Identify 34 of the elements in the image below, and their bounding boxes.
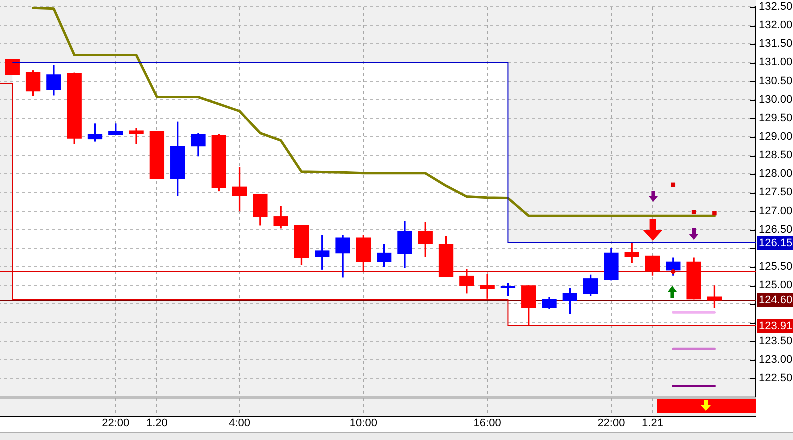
x-tick-label: 22:00 xyxy=(598,418,626,430)
y-tick-label: 123.50 xyxy=(759,335,793,348)
y-tick-label: 127.50 xyxy=(759,186,793,199)
y-tick-label: 123.00 xyxy=(759,354,793,366)
y-tick-label: 131.00 xyxy=(759,56,793,69)
point xyxy=(712,211,717,216)
y-tick-label: 130.50 xyxy=(759,75,793,88)
annotation: 126.15 xyxy=(759,238,793,250)
y-tick-label: 132.50 xyxy=(759,1,793,14)
y-tick-label: 129.50 xyxy=(759,112,793,124)
y-tick-label: 130.00 xyxy=(759,94,793,106)
candlestick xyxy=(418,222,433,258)
x-tick-label: 4:00 xyxy=(229,418,250,430)
y-tick-label: 131.50 xyxy=(759,38,793,50)
candlestick xyxy=(315,235,330,270)
x-tick-label: 16:00 xyxy=(474,418,502,430)
point xyxy=(670,268,676,275)
candlestick xyxy=(150,131,165,180)
y-tick-label: 125.00 xyxy=(759,280,793,292)
x-tick-label: 1.21 xyxy=(642,418,664,430)
y-tick-label: 126.50 xyxy=(759,224,793,236)
x-tick-label: 1.20 xyxy=(146,418,168,430)
x-tick-label: 22:00 xyxy=(102,418,130,430)
x-tick-label: 10:00 xyxy=(350,418,378,430)
y-tick-label: 128.50 xyxy=(759,150,793,162)
y-tick-label: 125.50 xyxy=(759,261,793,274)
y-tick-label: 128.00 xyxy=(759,168,793,180)
y-tick-label: 129.00 xyxy=(759,131,793,144)
y-tick-label: 132.00 xyxy=(759,20,793,32)
y-tick-label: 122.50 xyxy=(759,372,793,384)
ref-line-label: 124.60 xyxy=(759,294,793,307)
annotation: 123.91 xyxy=(759,320,793,333)
y-tick-label: 127.00 xyxy=(759,205,793,218)
candlestick xyxy=(129,128,144,144)
